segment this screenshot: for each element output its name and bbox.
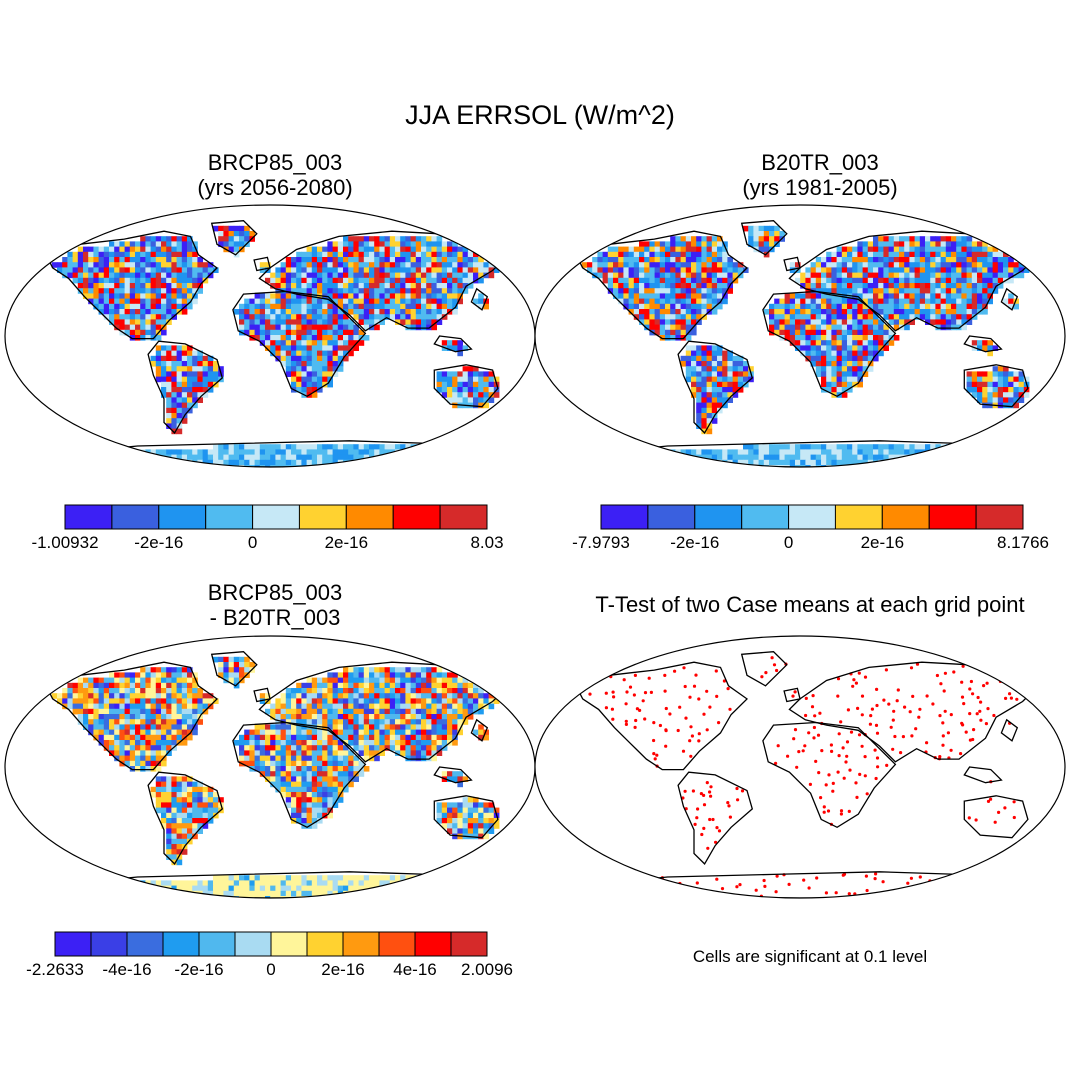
colorbar-swatch [600,504,649,530]
significance-note: Cells are significant at 0.1 level [692,947,928,966]
colorbar-swatch [234,931,272,957]
colorbar-tick-label: 0 [266,960,276,979]
map-border [534,204,1066,468]
colorbar-swatch [439,504,488,530]
colorbar-swatch [158,504,207,530]
colorbar-tick-label: 8.1766 [997,533,1049,552]
colorbar-tick-label: -2e-16 [174,960,224,979]
panel-title-difference: BRCP85_003 - B20TR_003 [95,580,455,630]
map-panel-ttest [534,635,1066,899]
panel-title-line1: BRCP85_003 [207,580,343,605]
colorbar-swatch [975,504,1024,530]
ocean-background [535,636,1065,898]
colorbar-swatch [450,931,488,957]
colorbar-swatch [252,504,301,530]
colorbar-swatch [306,931,344,957]
colorbar-tick-label: -1.00932 [31,533,99,552]
colorbar-tick-label: 2e-16 [321,960,365,979]
colorbar-b20tr [600,504,1024,530]
colorbar-tick-label: -2e-16 [134,533,184,552]
panel-title-line2: (yrs 1981-2005) [742,175,898,200]
colorbar-difference [54,931,488,957]
map-border [534,635,1066,899]
colorbar-swatch [298,504,347,530]
panel-title-line1: B20TR_003 [761,150,879,175]
colorbar-tick-label: 2e-16 [860,533,905,552]
colorbar-swatch [111,504,160,530]
colorbar-swatch [647,504,696,530]
colorbar-tick-label: 2e-16 [324,533,369,552]
colorbar-brcp85 [64,504,488,530]
colorbar-swatch [378,931,416,957]
panel-title-ttest: T-Test of two Case means at each grid po… [595,592,1025,617]
colorbar-swatch [54,931,92,957]
colorbar-swatch [342,931,380,957]
colorbar-swatch [198,931,236,957]
map-panel-b20tr [534,204,1066,468]
panel-title-b20tr: B20TR_003 (yrs 1981-2005) [640,150,1000,200]
colorbar-swatch [270,931,308,957]
colorbar-swatch [694,504,743,530]
map-panel-brcp85 [4,204,536,468]
panel-title-line2: - B20TR_003 [209,605,341,630]
colorbar-swatch [788,504,836,530]
colorbar-swatch [162,931,200,957]
colorbar-tick-label: -2.2633 [26,960,84,979]
colorbar-tick-label: 0 [783,533,794,552]
colorbar-tick-label: -2e-16 [670,533,720,552]
colorbar-swatch [881,504,930,530]
grid-cells [51,656,500,898]
colorbar-swatch [834,504,883,530]
colorbar-swatch [205,504,254,530]
colorbar-tick-label: 8.03 [470,533,504,552]
panel-title-line2: (yrs 2056-2080) [197,175,353,200]
colorbar-tick-label: -4e-16 [102,960,152,979]
significance-dots [588,656,1019,898]
figure-title: JJA ERRSOL (W/m^2) [405,100,675,130]
colorbar-swatch [64,504,113,530]
colorbar-swatch [126,931,164,957]
map-panel-difference [4,635,536,899]
colorbar-tick-label: -7.9793 [572,533,630,552]
colorbar-swatch [741,504,790,530]
colorbar-tick-label: 2.0096 [461,960,513,979]
colorbar-tick-label: 4e-16 [393,960,437,979]
colorbar-swatch [414,931,452,957]
colorbar-swatch [392,504,441,530]
colorbar-swatch [345,504,394,530]
panel-title-brcp85: BRCP85_003 (yrs 2056-2080) [95,150,455,200]
grid-cells [51,225,500,467]
colorbar-swatch [90,931,128,957]
panel-title-line1: BRCP85_003 [207,150,343,175]
grid-cells [581,225,1030,467]
colorbar-swatch [928,504,977,530]
colorbar-tick-label: 0 [247,533,258,552]
